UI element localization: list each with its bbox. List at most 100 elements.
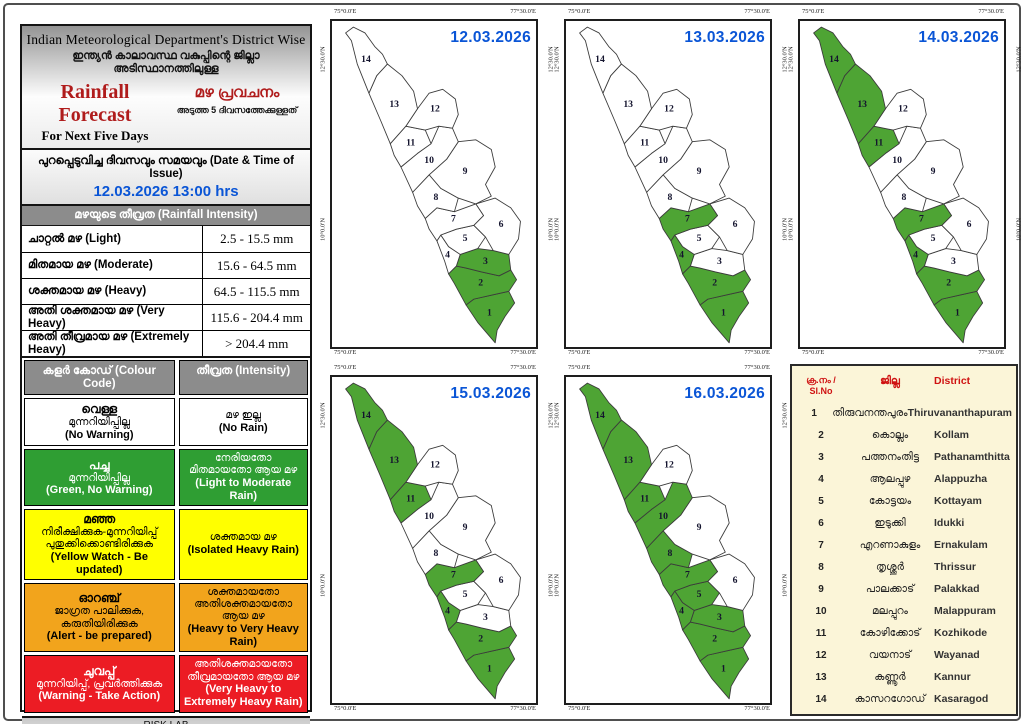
intensity-row: മിതമായ മഴ (Moderate) 15.6 - 64.5 mm: [22, 252, 310, 278]
longitude-axis-top: 75°0.0'E 77°30.0'E: [568, 8, 770, 19]
latitude-label: 10°0.0'N: [1015, 217, 1023, 242]
issue-datetime-value: 12.03.2026 13:00 hrs: [93, 183, 239, 200]
district-table-row: 10 മലപ്പുറം Malappuram: [796, 600, 1012, 622]
district-region-12: [405, 88, 459, 131]
colour-code-row: മഞ്ഞ നിരീക്ഷിക്കുക-മുന്നറിയിപ്പ് പുതുക്കിക…: [24, 508, 308, 580]
district-name-english: Alappuzha: [934, 473, 988, 485]
district-number-label: 9: [463, 522, 468, 533]
longitude-left-label: 75°0.0'E: [568, 8, 591, 15]
longitude-left-label: 75°0.0'E: [334, 349, 357, 356]
district-number-label: 8: [434, 548, 439, 559]
latitude-label: 10°0.0'N: [553, 573, 561, 598]
district-number: 1: [811, 407, 817, 419]
district-region-14: [345, 26, 388, 94]
colour-code-text: തീവ്രമായതോ ആയ മഴ: [187, 670, 300, 683]
latitude-label: 10°0.0'N: [553, 217, 561, 242]
latitude-label: 12°30.0'N: [319, 46, 327, 73]
district-region-14: [813, 26, 856, 94]
colour-intensity-cell: ശക്തമായതോ അതിശക്തമായതോ ആയ മഴ (Heavy to Ver…: [178, 582, 308, 652]
district-number-label: 7: [451, 569, 456, 580]
rainfall-intensity-table: ചാറ്റൽ മഴ (Light) 2.5 - 15.5 mm മിതമായ മഴ …: [22, 226, 310, 358]
colour-code-text: (Alert - be prepared): [46, 630, 152, 643]
colour-code-text: ജാഗ്രത പാലിക്കുക, കരുതിയിരിക്കുക: [54, 605, 145, 630]
latitude-label: 12°30.0'N: [319, 402, 327, 429]
forecast-subtitle-malayalam: അടുത്ത 5 ദിവസത്തേക്കുള്ളത്: [176, 105, 298, 115]
district-number-label: 6: [733, 219, 738, 230]
district-number-label: 2: [946, 278, 951, 289]
colour-code-text: പുതുക്കിക്കൊണ്ടിരിക്കുക: [45, 538, 153, 551]
longitude-axis-bottom: 75°0.0'E 77°30.0'E: [568, 349, 770, 360]
kerala-district-map: 1 2 3 4 5 6 7 8 9 10 11 12 13 14 14.03.2026: [798, 19, 1006, 349]
district-name-english: Palakkad: [934, 583, 980, 595]
intensity-row: ചാറ്റൽ മഴ (Light) 2.5 - 15.5 mm: [22, 226, 310, 252]
district-number: 6: [818, 517, 824, 529]
district-table-row: 8 തൃശ്ശൂർ Thrissur: [796, 556, 1012, 578]
longitude-right-label: 77°30.0'E: [510, 8, 536, 15]
issue-datetime-label: പുറപ്പെടുവിച്ച ദിവസവും സമയവും (Date & Ti…: [38, 155, 294, 180]
longitude-right-label: 77°30.0'E: [978, 349, 1004, 356]
issue-datetime-box: പുറപ്പെടുവിച്ച ദിവസവും സമയവും (Date & Ti…: [22, 150, 310, 206]
colour-name-cell: വെള്ള മുന്നറിയിപ്പില്ല (No Warning): [24, 398, 175, 446]
district-number-label: 2: [478, 634, 483, 645]
district-number-label: 9: [697, 522, 702, 533]
district-region-6: [941, 197, 989, 255]
colour-code-text: (Green, No Warning): [45, 484, 153, 497]
district-number-label: 1: [721, 664, 726, 675]
district-region-14: [579, 382, 622, 450]
district-number-label: 1: [487, 308, 492, 319]
colour-code-text: പച്ച: [88, 457, 110, 472]
district-table-row: 2 കൊല്ലം Kollam: [796, 424, 1012, 446]
district-number-label: 13: [623, 99, 633, 110]
colour-code-text: (Very Heavy to Extremely Heavy Rain): [183, 683, 303, 708]
colour-code-text: ശക്തമായ മഴ: [209, 531, 277, 544]
colour-name-cell: ഓറഞ്ച് ജാഗ്രത പാലിക്കുക, കരുതിയിരിക്കുക (A…: [24, 582, 175, 652]
district-region-12: [639, 88, 693, 131]
district-number-label: 5: [463, 589, 468, 600]
district-region-6: [473, 553, 521, 611]
colour-intensity-cell: ശക്തമായ മഴ (Isolated Heavy Rain): [178, 508, 308, 580]
district-number-label: 6: [967, 219, 972, 230]
district-name-english: Ernakulam: [934, 539, 988, 551]
district-number-label: 1: [487, 664, 492, 675]
district-region-12: [405, 444, 459, 487]
district-number-label: 9: [697, 166, 702, 177]
footer-risk-lab: RISK LAB: [72, 720, 260, 724]
forecast-title-malayalam: മഴ പ്രവചനം: [194, 84, 280, 101]
district-number-label: 4: [679, 249, 684, 260]
district-number-label: 10: [892, 155, 902, 166]
forecast-title-english: Rainfall Forecast: [58, 81, 132, 126]
intensity-row: ശക്തമായ മഴ (Heavy) 64.5 - 115.5 mm: [22, 278, 310, 304]
district-name-malayalam: കൊല്ലം: [871, 428, 909, 441]
district-number-label: 14: [829, 54, 839, 65]
district-number-label: 5: [697, 589, 702, 600]
colour-code-text: മഴ ഇല്ല: [225, 409, 262, 422]
district-ml-header: ജില്ല: [880, 375, 900, 387]
district-number-label: 10: [424, 511, 434, 522]
district-name-english: Wayanad: [934, 649, 980, 661]
district-name-english: Kasaragod: [934, 693, 989, 705]
district-table-row: 6 ഇടുക്കി Idukki: [796, 512, 1012, 534]
longitude-right-label: 77°30.0'E: [510, 349, 536, 356]
district-name-malayalam: മലപ്പുറം: [872, 604, 908, 617]
district-name-malayalam: എറണാകുളം: [859, 538, 921, 551]
district-name-malayalam: ആലപ്പുഴ: [869, 472, 911, 485]
district-number-label: 3: [717, 256, 722, 267]
longitude-right-label: 77°30.0'E: [744, 364, 770, 371]
intensity-row: അതി ശക്തമായ മഴ (Very Heavy) 115.6 - 204.4…: [22, 304, 310, 330]
district-number-label: 13: [389, 455, 399, 466]
forecast-date: 13.03.2026: [684, 29, 765, 46]
district-name-malayalam: കോട്ടയം: [868, 494, 912, 507]
district-number-label: 12: [430, 460, 440, 471]
colour-intensity-cell: നേരിയതോ മിതമായതോ ആയ മഴ (Light to Moderate …: [178, 449, 308, 506]
district-number-label: 14: [595, 54, 605, 65]
district-number-label: 8: [902, 192, 907, 203]
latitude-label: 12°30.0'N: [781, 402, 789, 429]
district-number-label: 13: [857, 99, 867, 110]
district-number-label: 8: [668, 192, 673, 203]
intensity-range: 2.5 - 15.5 mm: [220, 231, 294, 246]
forecast-date: 14.03.2026: [918, 29, 999, 46]
intensity-header: തീവ്രത (Intensity): [178, 360, 308, 395]
colour-code-text: ഓറഞ്ച്: [78, 591, 120, 606]
district-number-label: 1: [955, 308, 960, 319]
colour-intensity-cell: മഴ ഇല്ല (No Rain): [178, 398, 308, 446]
